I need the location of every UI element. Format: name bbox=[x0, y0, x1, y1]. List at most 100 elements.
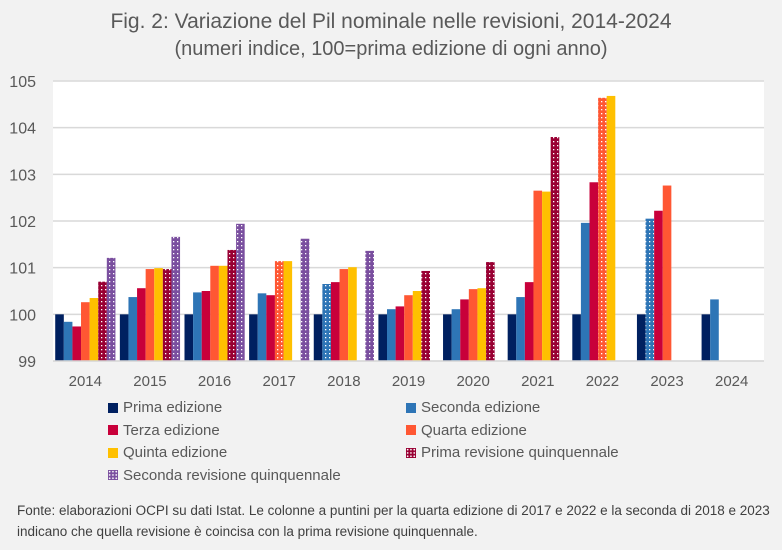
legend-label: Seconda edizione bbox=[421, 399, 541, 416]
bar-prima-revisione-quinquennale-2015 bbox=[162, 269, 172, 361]
bar-prima-edizione-2019 bbox=[378, 314, 387, 361]
bar-terza-edizione-2016 bbox=[201, 291, 211, 361]
x-tick-label: 2023 bbox=[650, 373, 683, 390]
x-tick-label: 2020 bbox=[456, 373, 489, 390]
bar-seconda-edizione-2020 bbox=[451, 309, 461, 361]
bar-quarta-edizione-2021 bbox=[533, 190, 543, 361]
source-note: Fonte: elaborazioni OCPI su dati Istat. … bbox=[17, 503, 770, 539]
bar-prima-revisione-quinquennale-2020 bbox=[486, 262, 495, 361]
bar-seconda-edizione-2024 bbox=[710, 299, 719, 361]
bar-quinta-edizione-2020 bbox=[477, 288, 487, 361]
x-tick-label: 2018 bbox=[327, 373, 360, 390]
bar-quinta-edizione-2021 bbox=[542, 191, 551, 361]
y-tick-label: 99 bbox=[18, 354, 36, 371]
x-tick-label: 2014 bbox=[69, 373, 102, 390]
bar-quarta-edizione-2018 bbox=[339, 269, 349, 361]
bar-quarta-edizione-2014 bbox=[81, 302, 90, 361]
bar-terza-edizione-2015 bbox=[137, 288, 146, 361]
bar-seconda-revisione-quinquennale-2015 bbox=[171, 236, 181, 361]
legend-swatch bbox=[108, 447, 118, 458]
bar-quarta-edizione-2019 bbox=[404, 295, 413, 361]
bar-terza-edizione-2018 bbox=[330, 282, 340, 361]
bar-seconda-edizione-2014 bbox=[63, 321, 73, 361]
bar-chart: 99 100 101 102 103 104 105 2014 2015 2016 2017 2018… bbox=[9, 74, 764, 390]
legend-swatch bbox=[108, 425, 118, 435]
bar-terza-edizione-2014 bbox=[72, 326, 82, 361]
y-tick-label: 102 bbox=[9, 214, 36, 231]
bar-prima-edizione-2024 bbox=[701, 314, 711, 361]
legend-swatch bbox=[406, 402, 416, 413]
legend-label: Prima edizione bbox=[123, 399, 223, 416]
bar-quarta-edizione-2017 bbox=[274, 261, 284, 361]
bar-seconda-edizione-2016 bbox=[193, 292, 202, 361]
bar-seconda-edizione-2015 bbox=[128, 297, 138, 361]
bar-seconda-edizione-2018 bbox=[322, 284, 331, 361]
bar-quinta-edizione-2014 bbox=[89, 298, 99, 361]
bar-seconda-revisione-quinquennale-2018 bbox=[365, 250, 374, 361]
bar-seconda-edizione-2023 bbox=[645, 218, 655, 361]
bar-quinta-edizione-2022 bbox=[606, 95, 616, 361]
bar-prima-edizione-2020 bbox=[443, 314, 452, 361]
bar-terza-edizione-2021 bbox=[524, 282, 534, 361]
legend-item: Terza edizione bbox=[108, 422, 220, 439]
legend-item: Quarta edizione bbox=[406, 422, 527, 439]
x-tick-label: 2019 bbox=[392, 373, 425, 390]
y-tick-label: 105 bbox=[9, 74, 36, 91]
legend-label: Terza edizione bbox=[123, 421, 220, 439]
legend-label: Seconda revisione quinquennale bbox=[123, 466, 341, 484]
bar-prima-edizione-2016 bbox=[184, 314, 194, 361]
legend-label: Quarta edizione bbox=[421, 421, 527, 439]
bar-seconda-revisione-quinquennale-2016 bbox=[236, 223, 245, 361]
bar-quarta-edizione-2022 bbox=[598, 97, 607, 362]
bar-terza-edizione-2023 bbox=[654, 210, 663, 361]
bar-seconda-edizione-2019 bbox=[387, 309, 396, 361]
bar-terza-edizione-2020 bbox=[460, 299, 469, 361]
legend-label: Prima revisione quinquennale bbox=[421, 444, 619, 461]
bar-prima-edizione-2023 bbox=[636, 314, 646, 361]
legend-label: Quinta edizione bbox=[123, 444, 228, 461]
legend-swatch bbox=[406, 425, 416, 435]
y-tick-label: 100 bbox=[9, 307, 36, 324]
bar-prima-edizione-2022 bbox=[572, 314, 581, 361]
x-tick-label: 2024 bbox=[715, 373, 748, 390]
bar-prima-revisione-quinquennale-2021 bbox=[550, 137, 560, 361]
bar-prima-edizione-2014 bbox=[55, 314, 64, 361]
bar-quinta-edizione-2015 bbox=[154, 268, 163, 361]
bar-quinta-edizione-2019 bbox=[412, 291, 422, 361]
legend-swatch bbox=[108, 470, 118, 480]
x-tick-label: 2021 bbox=[521, 373, 554, 390]
legend-item: Prima revisione quinquennale bbox=[406, 444, 619, 461]
legend-swatch bbox=[406, 447, 416, 458]
legend-item: Quinta edizione bbox=[108, 444, 227, 461]
bar-quarta-edizione-2016 bbox=[210, 265, 219, 361]
bar-prima-edizione-2021 bbox=[507, 314, 517, 361]
legend-item: Seconda revisione quinquennale bbox=[108, 467, 341, 484]
x-tick-label: 2015 bbox=[133, 373, 166, 390]
bar-quarta-edizione-2015 bbox=[145, 269, 155, 361]
bar-quarta-edizione-2020 bbox=[468, 289, 478, 361]
legend-swatch bbox=[108, 402, 118, 413]
bar-seconda-revisione-quinquennale-2014 bbox=[106, 257, 116, 361]
bar-prima-edizione-2017 bbox=[249, 314, 258, 361]
bar-seconda-edizione-2017 bbox=[257, 293, 267, 361]
bar-seconda-revisione-quinquennale-2017 bbox=[300, 238, 310, 361]
y-tick-label: 104 bbox=[9, 121, 36, 138]
x-tick-label: 2017 bbox=[263, 373, 296, 390]
x-tick-label: 2022 bbox=[586, 373, 619, 390]
bar-terza-edizione-2017 bbox=[266, 295, 275, 361]
bar-prima-revisione-quinquennale-2019 bbox=[421, 270, 430, 361]
bar-prima-revisione-quinquennale-2016 bbox=[227, 249, 237, 361]
bar-seconda-edizione-2021 bbox=[516, 297, 525, 361]
bar-quarta-edizione-2023 bbox=[662, 185, 672, 361]
y-tick-label: 103 bbox=[9, 167, 36, 184]
bar-prima-edizione-2015 bbox=[119, 314, 129, 361]
bar-quinta-edizione-2017 bbox=[283, 261, 293, 361]
legend-item: Prima edizione bbox=[108, 399, 222, 416]
y-tick-label: 101 bbox=[9, 261, 36, 278]
bar-terza-edizione-2022 bbox=[589, 182, 599, 361]
bar-seconda-edizione-2022 bbox=[580, 222, 590, 361]
chart-title: Fig. 2: Variazione del Pil nominale nell… bbox=[110, 10, 672, 33]
bar-prima-revisione-quinquennale-2014 bbox=[98, 281, 107, 361]
x-tick-label: 2016 bbox=[198, 373, 231, 390]
bar-quinta-edizione-2016 bbox=[218, 265, 228, 361]
